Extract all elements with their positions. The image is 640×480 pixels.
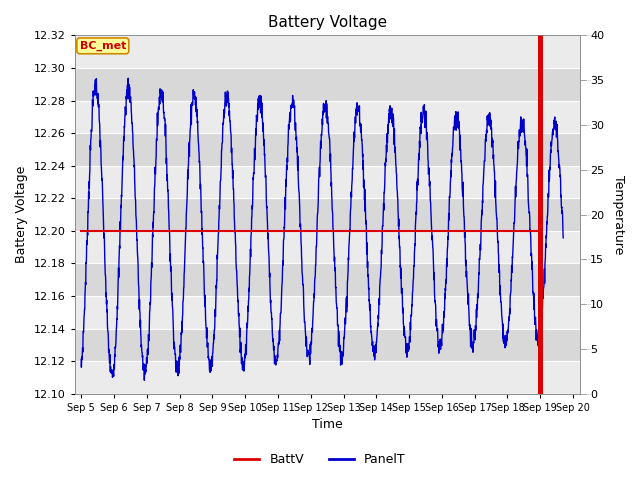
Bar: [75, 296, 580, 329]
Title: Battery Voltage: Battery Voltage: [268, 15, 387, 30]
Bar: [75, 36, 580, 68]
Bar: [75, 133, 580, 166]
Bar: [538, 36, 543, 394]
Bar: [75, 68, 580, 100]
Bar: [75, 166, 580, 198]
Y-axis label: Battery Voltage: Battery Voltage: [15, 166, 28, 263]
Bar: [75, 100, 580, 133]
Bar: [75, 361, 580, 394]
Text: BC_met: BC_met: [79, 41, 126, 51]
Bar: [75, 264, 580, 296]
Legend: BattV, PanelT: BattV, PanelT: [229, 448, 411, 471]
X-axis label: Time: Time: [312, 419, 342, 432]
Bar: [75, 231, 580, 264]
Bar: [75, 198, 580, 231]
Bar: [75, 329, 580, 361]
Y-axis label: Temperature: Temperature: [612, 175, 625, 254]
